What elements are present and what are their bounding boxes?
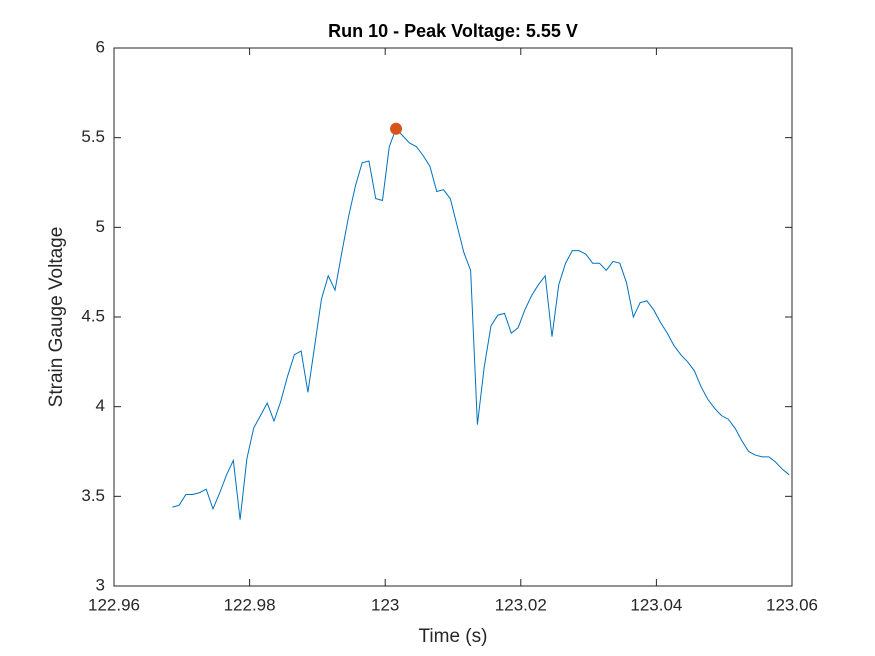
y-tick-label: 6 (96, 37, 105, 56)
plot-area (113, 47, 793, 587)
y-tick-label: 3.5 (81, 486, 105, 505)
x-tick-label: 123 (371, 595, 399, 614)
x-tick-label: 122.96 (88, 595, 140, 614)
y-tick-label: 5 (96, 217, 105, 236)
y-axis-label: Strain Gauge Voltage (46, 227, 67, 408)
y-tick-label: 3 (96, 575, 105, 594)
x-axis-label: Time (s) (419, 626, 488, 647)
y-tick-label: 5.5 (81, 127, 105, 146)
y-tick-label: 4 (96, 396, 105, 415)
chart-title: Run 10 - Peak Voltage: 5.55 V (328, 21, 578, 41)
x-tick-label: 123.06 (766, 595, 818, 614)
data-line (172, 127, 790, 520)
x-tick-label: 122.98 (224, 595, 276, 614)
y-tick-label: 4.5 (81, 306, 105, 325)
peak-marker (390, 122, 403, 135)
x-tick-label: 123.02 (495, 595, 547, 614)
x-tick-label: 123.04 (630, 595, 682, 614)
